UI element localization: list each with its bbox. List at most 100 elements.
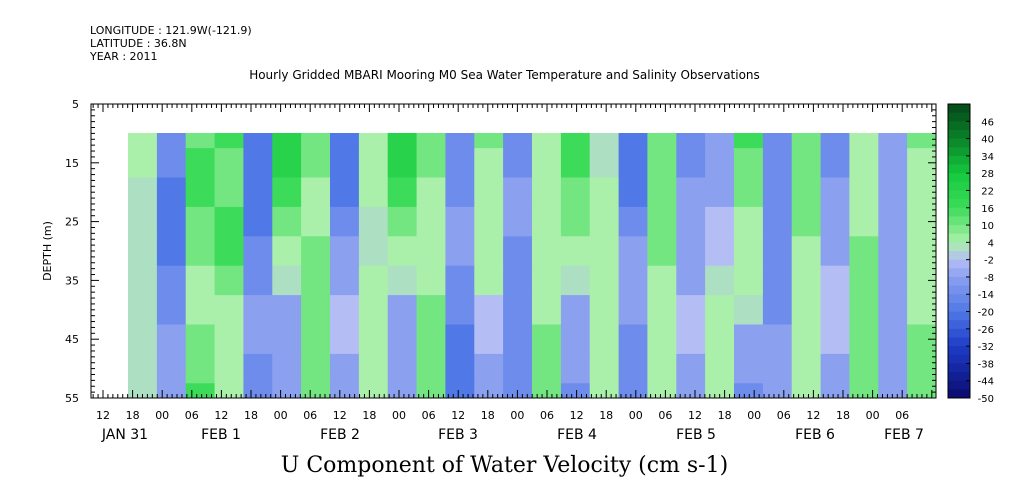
heatmap-cell [416, 206, 447, 237]
heatmap-cell [705, 383, 735, 398]
heatmap-cell [301, 353, 331, 384]
heatmap-cell [272, 353, 302, 384]
heatmap-cell [474, 236, 504, 267]
x-hour-label: 00 [392, 409, 406, 422]
colorbar-swatch [948, 147, 970, 157]
heatmap-cell [734, 236, 764, 267]
colorbar-swatch [948, 207, 970, 217]
colorbar-swatch [948, 328, 970, 338]
heatmap-cell [762, 236, 793, 267]
heatmap-cell [878, 265, 908, 296]
heatmap-cell [387, 177, 418, 208]
heatmap-cell [474, 148, 504, 179]
x-hour-label: 12 [806, 409, 820, 422]
heatmap-cell [820, 236, 851, 267]
colorbar-swatch [948, 155, 970, 165]
heatmap-cell [676, 236, 706, 267]
heatmap-cell [243, 324, 273, 355]
heatmap-cell [820, 383, 851, 398]
heatmap-cell [503, 324, 533, 355]
colorbar-swatch [948, 121, 970, 131]
heatmap-cell [618, 265, 649, 296]
heatmap-cell [387, 383, 418, 398]
heatmap-cell [416, 177, 447, 208]
heatmap-cell [416, 353, 447, 384]
heatmap-cell [705, 353, 735, 384]
heatmap-cell [474, 133, 504, 149]
colorbar-swatch [948, 268, 970, 278]
colorbar-swatch [948, 129, 970, 139]
heatmap-cell [128, 177, 158, 208]
heatmap-cell [878, 177, 908, 208]
heatmap-cell [618, 236, 649, 267]
heatmap-cell [618, 148, 649, 179]
heatmap-cell [791, 148, 822, 179]
heatmap-cell [532, 295, 562, 326]
heatmap-cell [272, 148, 302, 179]
x-hour-label: 06 [540, 409, 554, 422]
heatmap-cell [243, 236, 273, 267]
heatmap-cell [185, 206, 216, 237]
colorbar-label: -38 [978, 359, 994, 370]
heatmap-cell [272, 177, 302, 208]
heatmap-cell [272, 133, 302, 149]
heatmap-cell [474, 295, 504, 326]
heatmap-cell [445, 295, 475, 326]
heatmap-cell [878, 353, 908, 384]
heatmap-cell [589, 353, 620, 384]
heatmap-cell [503, 206, 533, 237]
heatmap-cell [416, 265, 447, 296]
heatmap-cell [878, 133, 908, 149]
heatmap-cell [243, 295, 273, 326]
heatmap-cell [272, 324, 302, 355]
heatmap-cell [705, 133, 735, 149]
heatmap-cell [156, 133, 187, 149]
colorbar-swatch [948, 181, 970, 191]
heatmap-cell [647, 236, 677, 267]
colorbar-frame [947, 103, 971, 399]
heatmap-cell [647, 133, 677, 149]
heatmap-cell [532, 177, 562, 208]
heatmap-cell [330, 236, 360, 267]
heatmap-cell [589, 206, 620, 237]
heatmap-cell [416, 295, 447, 326]
heatmap-cell [128, 133, 158, 149]
heatmap-cell [907, 353, 936, 384]
heatmap-cell [705, 177, 735, 208]
heatmap-cell [589, 236, 620, 267]
heatmap-cell [849, 148, 879, 179]
heatmap-cell [560, 236, 591, 267]
heatmap-cell [445, 236, 475, 267]
heatmap-cell [560, 353, 591, 384]
heatmap-cell [647, 265, 677, 296]
heatmap-cell [301, 324, 331, 355]
colorbar-label: 16 [981, 204, 994, 215]
heatmap-cell [358, 236, 389, 267]
colorbar-swatch [948, 138, 970, 148]
heatmap-cell [445, 177, 475, 208]
x-hour-label: 00 [510, 409, 524, 422]
heatmap-cell [214, 133, 245, 149]
heatmap-cell [849, 206, 879, 237]
x-hour-label: 18 [836, 409, 850, 422]
heatmap-cell [791, 295, 822, 326]
x-hour-label: 00 [747, 409, 761, 422]
heatmap-cell [387, 236, 418, 267]
colorbar-swatch [948, 199, 970, 209]
colorbar-label: 4 [988, 238, 994, 249]
heatmap-cell [128, 206, 158, 237]
heatmap-cell [676, 265, 706, 296]
heatmap-cell [560, 206, 591, 237]
x-hour-label: 18 [244, 409, 258, 422]
colorbar-swatch [948, 294, 970, 304]
heatmap-cell [185, 236, 216, 267]
colorbar-label: 10 [981, 221, 994, 232]
x-hour-label: 00 [155, 409, 169, 422]
heatmap-cell [214, 236, 245, 267]
x-hour-label: 12 [688, 409, 702, 422]
heatmap-cell [301, 148, 331, 179]
heatmap-cell [820, 177, 851, 208]
heatmap-cell [532, 133, 562, 149]
colorbar-label: 28 [981, 169, 994, 180]
